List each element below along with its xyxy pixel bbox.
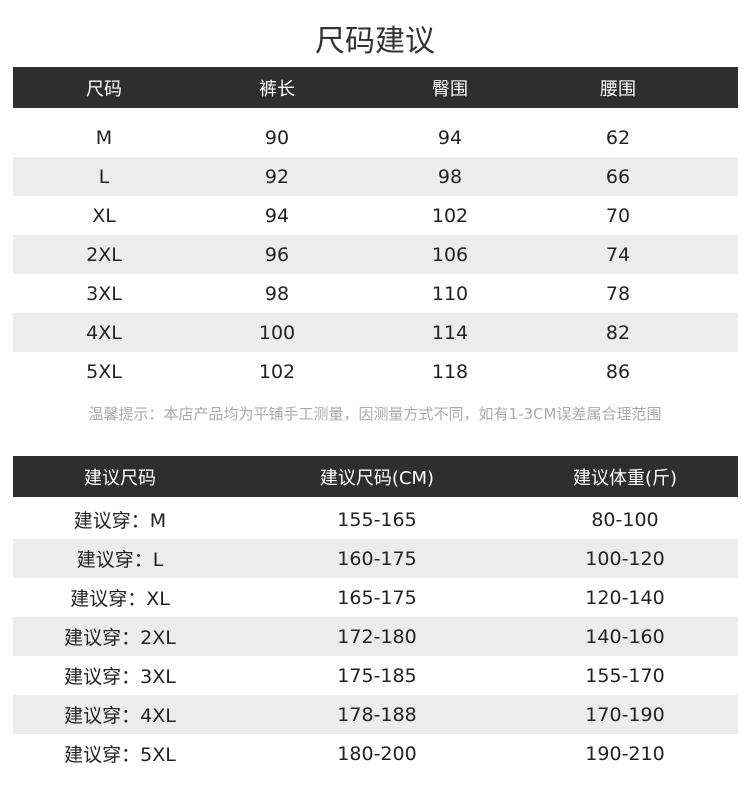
cell: 62 xyxy=(605,126,631,149)
table-row: 建议穿：4XL 178-188 170-190 xyxy=(13,695,738,734)
recommendation-table: 建议尺码 建议尺码(CM) 建议体重(斤) 建议穿：M 155-165 80-100 建议穿… xyxy=(13,456,738,773)
cell: 3XL xyxy=(86,282,122,305)
cell: 建议尺码(CM) xyxy=(319,467,435,489)
page-title: 尺码建议 xyxy=(315,24,435,59)
cell: 114 xyxy=(431,321,469,344)
table-row: 建议穿：5XL 180-200 190-210 xyxy=(13,734,738,773)
cell: 建议穿：5XL xyxy=(64,744,176,766)
cell: 102 xyxy=(258,360,296,383)
cell: 175-185 xyxy=(337,664,417,687)
cell: 建议穿：M xyxy=(73,510,167,532)
cell: 臀围 xyxy=(432,78,468,100)
table-row: M 90 94 62 xyxy=(13,118,738,157)
table-row: 建议穿：L 160-175 100-120 xyxy=(13,539,738,578)
cell: 建议穿：2XL xyxy=(64,627,176,649)
cell: 180-200 xyxy=(337,742,417,765)
table-row: 4XL 100 114 82 xyxy=(13,313,738,352)
cell: 100-120 xyxy=(585,547,665,570)
table-row: 2XL 96 106 74 xyxy=(13,235,738,274)
cell: 118 xyxy=(431,360,469,383)
table-row: 建议穿：XL 165-175 120-140 xyxy=(13,578,738,617)
cell: 100 xyxy=(258,321,296,344)
header-row: 尺码 裤长 臀围 腰围 xyxy=(13,67,738,108)
cell: 110 xyxy=(431,282,469,305)
cell: 4XL xyxy=(86,321,122,344)
cell: 82 xyxy=(605,321,631,344)
measurement-note: 温馨提示：本店产品均为平铺手工测量，因测量方式不同，如有1-3CM误差属合理范围 xyxy=(88,405,662,423)
table-row: XL 94 102 70 xyxy=(13,196,738,235)
cell: 5XL xyxy=(86,360,122,383)
cell: 90 xyxy=(264,126,290,149)
cell: 96 xyxy=(264,243,290,266)
cell: 106 xyxy=(431,243,469,266)
table-row: 建议穿：M 155-165 80-100 xyxy=(13,500,738,539)
cell: 98 xyxy=(264,282,290,305)
table-row: 建议穿：3XL 175-185 155-170 xyxy=(13,656,738,695)
cell: 178-188 xyxy=(337,703,417,726)
cell: 78 xyxy=(605,282,631,305)
cell: 腰围 xyxy=(600,78,636,100)
cell: 建议穿：3XL xyxy=(64,666,176,688)
cell: 92 xyxy=(264,165,290,188)
cell: 160-175 xyxy=(337,547,417,570)
size-table: 尺码 裤长 臀围 腰围 M 90 94 62 L 92 98 66 XL 94 102 70 2XL 96 106 7… xyxy=(13,67,738,391)
cell: 70 xyxy=(605,204,631,227)
header-row: 建议尺码 建议尺码(CM) 建议体重(斤) xyxy=(13,456,738,497)
cell: 155-165 xyxy=(337,508,417,531)
cell: 98 xyxy=(437,165,463,188)
cell: 140-160 xyxy=(585,625,665,648)
cell: 66 xyxy=(605,165,631,188)
cell: 86 xyxy=(605,360,631,383)
cell: 155-170 xyxy=(585,664,665,687)
cell: 建议体重(斤) xyxy=(572,467,678,489)
cell: 94 xyxy=(437,126,463,149)
cell: 120-140 xyxy=(585,586,665,609)
cell: 2XL xyxy=(86,243,122,266)
cell: 102 xyxy=(431,204,469,227)
cell: 建议穿：L xyxy=(76,549,164,571)
cell: L xyxy=(98,165,110,188)
table-row: L 92 98 66 xyxy=(13,157,738,196)
cell: 80-100 xyxy=(591,508,659,531)
cell: 94 xyxy=(264,204,290,227)
cell: 165-175 xyxy=(337,586,417,609)
cell: XL xyxy=(92,204,116,227)
cell: 172-180 xyxy=(337,625,417,648)
cell: 建议穿：XL xyxy=(70,588,170,610)
cell: 190-210 xyxy=(585,742,665,765)
cell: 170-190 xyxy=(585,703,665,726)
cell: M xyxy=(95,126,113,149)
cell: 尺码 xyxy=(86,78,122,100)
table-row: 3XL 98 110 78 xyxy=(13,274,738,313)
cell: 建议穿：4XL xyxy=(64,705,176,727)
cell: 裤长 xyxy=(259,78,295,100)
cell: 建议尺码 xyxy=(84,467,156,489)
table-row: 建议穿：2XL 172-180 140-160 xyxy=(13,617,738,656)
cell: 74 xyxy=(605,243,631,266)
table-row: 5XL 102 118 86 xyxy=(13,352,738,391)
